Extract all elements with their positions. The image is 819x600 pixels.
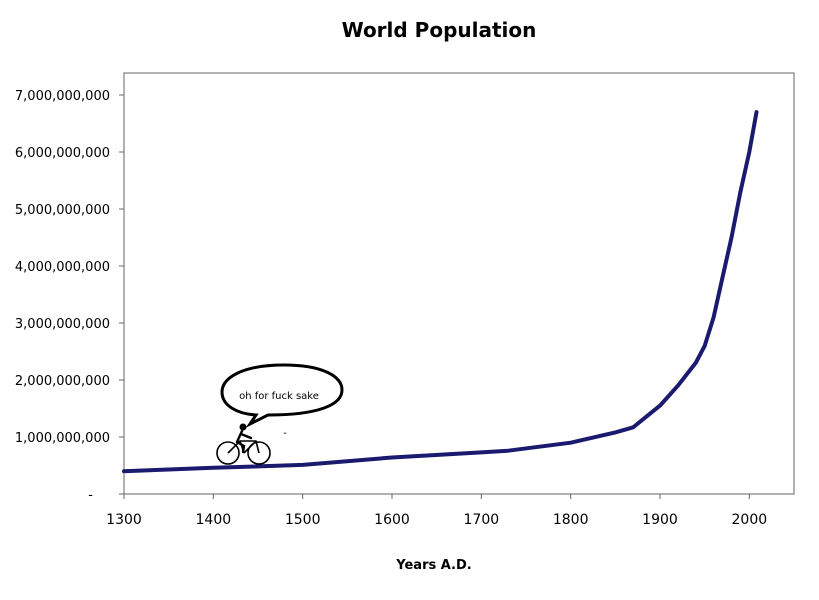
y-tick-label: 4,000,000,000 bbox=[15, 260, 110, 275]
series-line-world-population bbox=[122, 110, 759, 474]
rider-icon bbox=[235, 423, 253, 454]
x-tick-label: 1700 bbox=[464, 512, 500, 528]
y-tick-label: 2,000,000,000 bbox=[15, 374, 110, 389]
x-tick-label: 1600 bbox=[374, 512, 410, 528]
annotation-mark: - bbox=[283, 428, 287, 439]
x-tick-label: 1800 bbox=[553, 512, 589, 528]
y-tick-label: 3,000,000,000 bbox=[15, 317, 110, 332]
plot-frame bbox=[123, 72, 795, 495]
x-tick-label: 1300 bbox=[106, 512, 142, 528]
x-axis-label: Years A.D. bbox=[395, 558, 471, 573]
bicycle-icon bbox=[216, 440, 271, 465]
x-tick-label: 2000 bbox=[732, 512, 768, 528]
cyclist-cartoon: oh for fuck sake - bbox=[216, 363, 344, 465]
y-tick-label: 7,000,000,000 bbox=[15, 89, 110, 104]
speech-bubble: oh for fuck sake bbox=[220, 363, 344, 428]
chart-title: World Population bbox=[342, 18, 537, 42]
y-tick-label: 1,000,000,000 bbox=[15, 431, 110, 446]
x-axis-ticks: 1300 1400 1500 1600 1700 1800 1900 2000 bbox=[106, 494, 767, 528]
y-tick-label: - bbox=[88, 488, 93, 503]
speech-bubble-text: oh for fuck sake bbox=[239, 391, 319, 402]
y-axis-ticks: - 1,000,000,000 2,000,000,000 3,000,000,000… bbox=[15, 89, 124, 503]
x-tick-label: 1500 bbox=[285, 512, 321, 528]
y-tick-label: 6,000,000,000 bbox=[15, 146, 110, 161]
x-tick-label: 1900 bbox=[642, 512, 678, 528]
x-tick-label: 1400 bbox=[196, 512, 232, 528]
y-tick-label: 5,000,000,000 bbox=[15, 203, 110, 218]
